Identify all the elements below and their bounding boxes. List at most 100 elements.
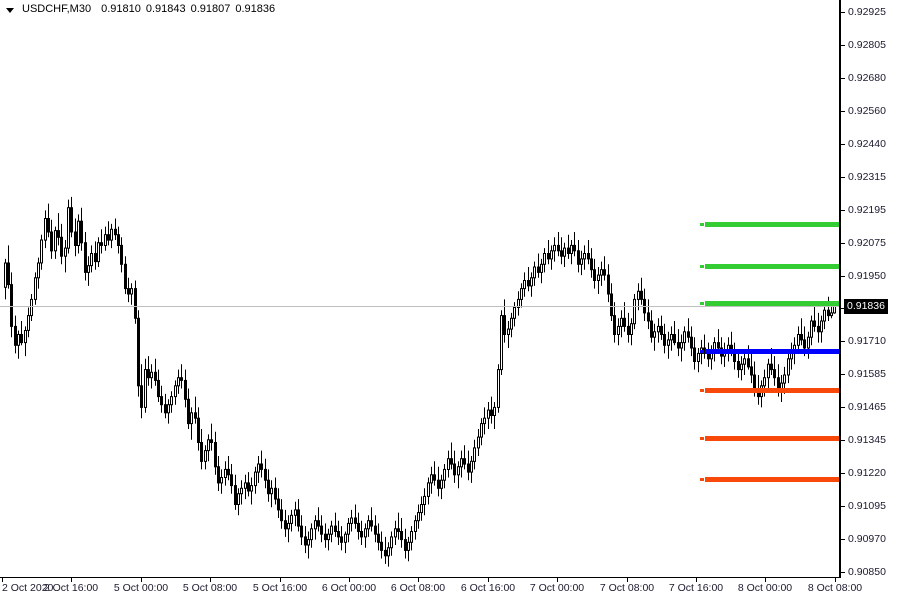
chart-plot-area[interactable] — [0, 0, 840, 578]
candle-body-bullish — [414, 520, 417, 533]
candle-body-bullish — [270, 487, 273, 495]
triangle-down-icon[interactable] — [6, 7, 14, 13]
candle-body-bullish — [150, 371, 153, 379]
candle-body-bullish — [767, 363, 770, 379]
candle-body-bullish — [307, 539, 310, 546]
candle-body-bullish — [310, 528, 313, 541]
candle-body-bearish — [304, 536, 307, 546]
candle-body-bearish — [404, 539, 407, 551]
level-line-pivot[interactable] — [700, 349, 839, 354]
candle-body-bullish — [460, 458, 463, 468]
time-axis-label: 5 Oct 00:00 — [113, 582, 169, 594]
candle-body-bearish — [260, 463, 263, 470]
time-axis[interactable]: 2 Oct 2020 2 Oct 16:00 5 Oct 00:00 5 Oct 08… — [0, 578, 862, 600]
candle-body-bearish — [607, 274, 610, 295]
candle-body-bearish — [557, 244, 560, 252]
candle-body-bullish — [830, 312, 833, 317]
current-price-badge: 0.91836 — [844, 299, 888, 314]
candle-body-bullish — [540, 263, 543, 273]
candle-body-bearish — [813, 320, 816, 327]
level-line-resistance-1[interactable] — [700, 301, 839, 306]
time-axis-label: 5 Oct 08:00 — [182, 582, 238, 594]
level-line-handle[interactable] — [700, 302, 704, 305]
candle-body-bearish — [74, 231, 77, 246]
candle-body-bullish — [97, 242, 100, 263]
candle-body-bullish — [787, 358, 790, 376]
candle-body-bearish — [227, 468, 230, 476]
time-tick — [627, 578, 628, 582]
candle-body-bearish — [567, 247, 570, 255]
time-tick — [488, 578, 489, 582]
candle-body-bullish — [204, 450, 207, 462]
ohlc-high: 0.91843 — [145, 3, 186, 15]
candlestick-series — [4, 196, 836, 567]
level-line-resistance-2[interactable] — [700, 264, 839, 269]
candle-body-bearish — [354, 517, 357, 524]
level-line-support-3[interactable] — [700, 477, 839, 482]
level-line-support-2[interactable] — [700, 436, 839, 441]
candle-body-bullish — [364, 528, 367, 538]
level-line-handle[interactable] — [700, 437, 704, 440]
candle-body-bearish — [84, 242, 87, 273]
candle-body-bearish — [613, 315, 616, 336]
candle-body-bearish — [437, 479, 440, 489]
candle-body-bullish — [44, 218, 47, 241]
candle-body-bullish — [637, 290, 640, 300]
candle-body-bearish — [467, 463, 470, 473]
level-line-handle[interactable] — [700, 223, 704, 226]
level-line-handle[interactable] — [700, 389, 704, 392]
candle-body-bearish — [773, 369, 776, 379]
candle-body-bullish — [473, 447, 476, 462]
candle-body-bearish — [20, 334, 23, 344]
price-axis-label: 0.91710 — [848, 335, 886, 347]
candle-body-bearish — [267, 479, 270, 495]
level-line-support-1[interactable] — [700, 388, 839, 393]
price-tick — [840, 78, 845, 79]
candle-body-bearish — [280, 509, 283, 522]
candle-body-bullish — [64, 247, 67, 257]
candle-body-bearish — [737, 361, 740, 371]
candle-body-bearish — [94, 253, 97, 263]
candle-body-bearish — [14, 325, 17, 346]
candle-body-bearish — [277, 498, 280, 511]
candle-body-bearish — [733, 352, 736, 362]
level-line-resistance-3[interactable] — [700, 222, 839, 227]
candle-body-bullish — [224, 468, 227, 478]
candle-body-bullish — [807, 336, 810, 349]
candle-body-bearish — [400, 531, 403, 541]
candle-body-bullish — [790, 352, 793, 360]
candle-body-bullish — [170, 396, 173, 406]
time-tick — [141, 578, 142, 582]
candle-body-bullish — [407, 541, 410, 551]
price-tick — [840, 308, 845, 309]
candle-body-bearish — [503, 315, 506, 336]
candle-body-bullish — [244, 482, 247, 489]
candle-body-bullish — [24, 330, 27, 344]
price-tick — [840, 177, 845, 178]
candle-body-bearish — [114, 228, 117, 236]
candle-body-bullish — [510, 317, 513, 330]
price-axis[interactable]: 0.92925 0.92805 0.92680 0.92560 0.92440 0.923… — [840, 0, 900, 578]
candle-body-bullish — [493, 406, 496, 416]
candle-body-bullish — [394, 528, 397, 538]
price-axis-label: 0.91585 — [848, 368, 886, 380]
candle-body-bearish — [124, 263, 127, 290]
level-line-handle[interactable] — [700, 478, 704, 481]
candle-body-bullish — [350, 517, 353, 524]
price-axis-label: 0.90850 — [848, 566, 886, 578]
candle-body-bullish — [497, 369, 500, 408]
level-line-handle[interactable] — [700, 265, 704, 268]
price-axis-label: 0.92440 — [848, 138, 886, 150]
price-axis-label: 0.92925 — [848, 6, 886, 18]
time-tick — [349, 578, 350, 582]
candle-body-bullish — [810, 320, 813, 338]
time-axis-label: 6 Oct 00:00 — [321, 582, 377, 594]
candle-body-bearish — [374, 525, 377, 535]
candle-body-bullish — [314, 520, 317, 530]
time-tick — [835, 578, 836, 582]
price-tick — [840, 440, 845, 441]
candle-body-bullish — [630, 323, 633, 336]
candle-body-bullish — [483, 417, 486, 425]
candle-body-bearish — [10, 284, 13, 327]
level-line-handle[interactable] — [700, 350, 704, 353]
